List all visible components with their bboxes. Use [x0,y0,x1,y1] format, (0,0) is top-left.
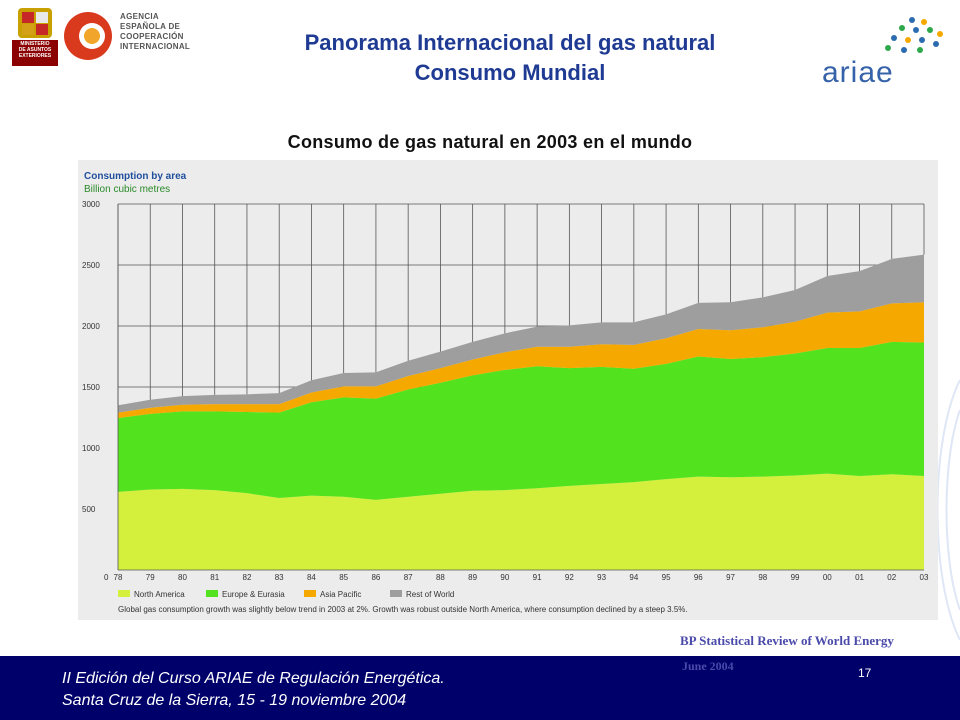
ariae-logo-text: ariae [822,56,894,89]
slide-title: Panorama Internacional del gas natural [304,30,716,55]
chart-panel: Consumption by area Billion cubic metres 5… [78,160,938,620]
slide-subtitle: Consumo Mundial [414,60,606,85]
y-tick-label: 2500 [82,261,100,270]
x-tick-label: 80 [178,573,187,582]
x-tick-label: 95 [662,573,671,582]
x-tick-label: 91 [533,573,542,582]
legend-label: Europe & Eurasia [222,590,285,599]
x-tick-label: 98 [758,573,767,582]
chart-note: Global gas consumption growth was slight… [118,605,688,614]
y-tick-label: 500 [82,505,96,514]
x-tick-label: 78 [114,573,123,582]
rest-of-world-area [118,254,924,413]
legend-swatch [118,590,130,597]
footer-line-2: Santa Cruz de la Sierra, 15 - 19 noviemb… [62,692,407,709]
y-tick-label: 1000 [82,444,100,453]
ariae-dots-logo-icon [885,17,943,53]
x-tick-label: 01 [855,573,864,582]
x-tick-label: 86 [371,573,380,582]
x-tick-label: 81 [210,573,219,582]
chart-heading: Consumo de gas natural en 2003 en el mun… [287,132,693,152]
aeci-c-logo-icon [64,12,112,60]
legend-swatch [390,590,402,597]
y-tick-label: 1500 [82,383,100,392]
chart-inner-subtitle: Billion cubic metres [84,184,170,195]
source-line-1: BP Statistical Review of World Energy [680,633,894,648]
x-tick-label: 90 [500,573,509,582]
x-tick-label: 82 [243,573,252,582]
x-tick-label: 00 [823,573,832,582]
x-origin-label: 0 [104,573,109,582]
x-tick-label: 79 [146,573,155,582]
legend-label: Rest of World [406,590,454,599]
page-number: 17 [858,666,872,680]
x-tick-label: 93 [597,573,606,582]
x-tick-label: 89 [468,573,477,582]
x-tick-label: 99 [791,573,800,582]
footer-line-1: II Edición del Curso ARIAE de Regulación… [62,670,445,687]
agency-name: AGENCIA ESPAÑOLA DE COOPERACIÓN INTERNAC… [120,12,191,51]
chart-inner-title: Consumption by area [84,171,187,182]
legend-swatch [304,590,316,597]
spanish-coat-of-arms-icon [12,8,58,66]
legend-swatch [206,590,218,597]
x-tick-label: 94 [629,573,638,582]
ministry-label: MINISTERIO DE ASUNTOS EXTERIORES [18,41,52,59]
x-tick-label: 84 [307,573,316,582]
x-tick-label: 92 [565,573,574,582]
x-tick-label: 87 [404,573,413,582]
x-tick-label: 02 [887,573,896,582]
x-tick-label: 97 [726,573,735,582]
y-tick-label: 3000 [82,200,100,209]
y-tick-label: 2000 [82,322,100,331]
source-line-2: June 2004 [682,659,734,673]
footer-bar [0,656,960,720]
consumption-chart: Consumption by area Billion cubic metres 5… [78,160,938,620]
europe-eurasia-area [118,341,924,500]
x-tick-label: 83 [275,573,284,582]
north-america-area [118,473,924,570]
x-tick-label: 85 [339,573,348,582]
legend-label: Asia Pacific [320,590,361,599]
asia-pacific-area [118,302,924,419]
x-tick-label: 96 [694,573,703,582]
x-tick-label: 88 [436,573,445,582]
x-tick-label: 03 [920,573,929,582]
legend-label: North America [134,590,185,599]
